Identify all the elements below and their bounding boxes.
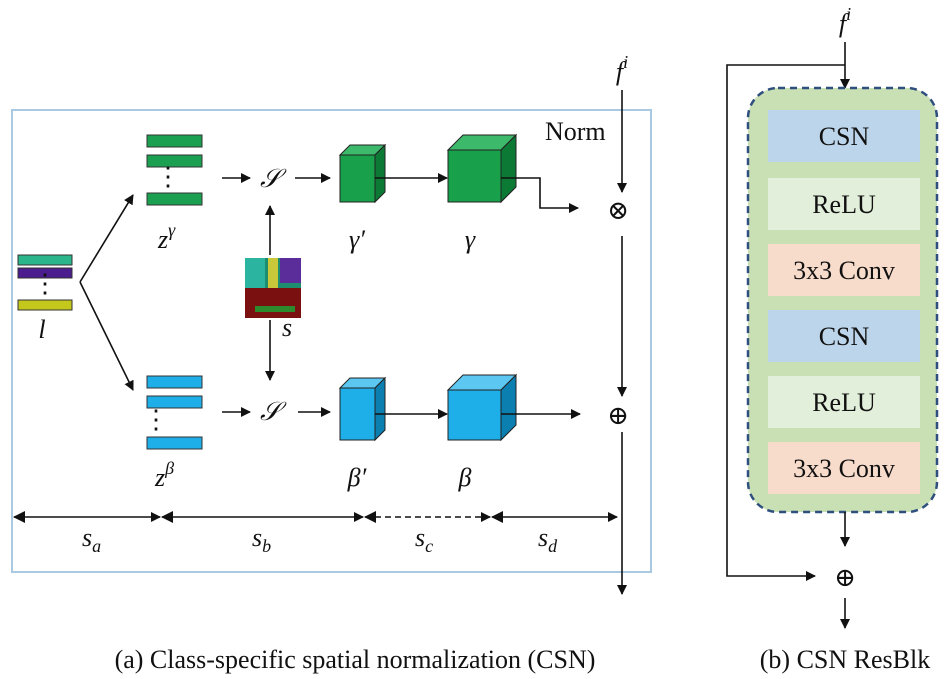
label-map: l [38, 315, 45, 344]
add-op: ⊕ [607, 401, 629, 430]
segmentation: s [282, 313, 292, 342]
z-gamma: zγ [157, 220, 176, 254]
block-label: 3x3 Conv [793, 454, 895, 483]
frame [12, 110, 651, 572]
span-label: sb [252, 523, 271, 556]
label-map-icon: ⋮ [18, 255, 72, 310]
block-label: ReLU [812, 190, 876, 219]
input-feature: fi [616, 52, 628, 86]
svg-text:⋮: ⋮ [143, 405, 169, 434]
z-gamma-icon: ⋮ [147, 135, 202, 205]
gamma-cube [448, 135, 516, 202]
block-label: CSN [819, 122, 870, 151]
block-label: 3x3 Conv [793, 256, 895, 285]
span-label: sd [538, 523, 558, 556]
z-beta: zβ [154, 458, 174, 492]
span-label: sc [415, 523, 433, 556]
spatial-op: 𝒮 [260, 164, 287, 193]
gamma-prime: γ′ [349, 225, 365, 254]
beta-prime: β′ [347, 463, 367, 492]
gamma: γ [465, 225, 476, 254]
spatial-op: 𝒮 [260, 397, 287, 426]
diagram: fi Norm ⋮ l ⋮ zγ 𝒮 γ′ γ ⊗ s ⋮ zβ 𝒮 β′ β … [0, 0, 947, 679]
beta: β [458, 463, 472, 492]
caption: (a) Class-specific spatial normalization… [115, 645, 596, 674]
gamma-prime-cube [340, 145, 385, 202]
arrow [80, 282, 133, 390]
arrow [80, 195, 133, 282]
svg-text:⋮: ⋮ [155, 162, 181, 191]
span-label: sa [82, 523, 101, 556]
segmentation-image [245, 258, 301, 318]
multiply-op: ⊗ [607, 196, 629, 225]
input-feature: fi [839, 4, 851, 38]
z-beta-icon: ⋮ [143, 376, 202, 449]
block-label: CSN [819, 322, 870, 351]
norm-label: Norm [545, 117, 606, 146]
block-label: ReLU [812, 388, 876, 417]
beta-cube [448, 375, 516, 440]
beta-prime-cube [340, 378, 385, 440]
caption: (b) CSN ResBlk [760, 645, 930, 674]
svg-text:⋮: ⋮ [32, 269, 58, 298]
add-op: ⊕ [834, 563, 856, 592]
